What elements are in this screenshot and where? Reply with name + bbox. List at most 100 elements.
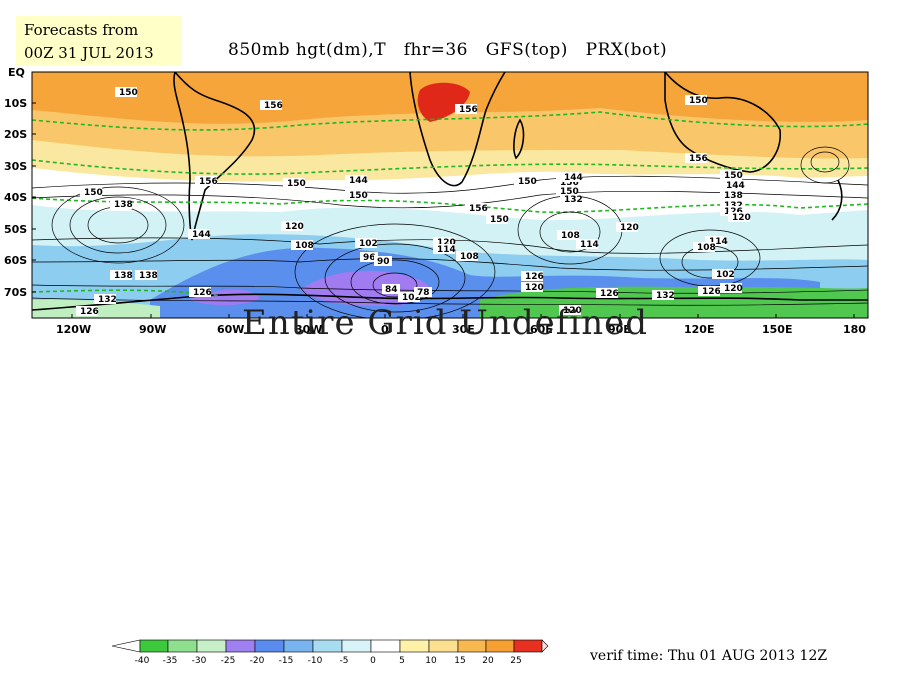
contour-label: 144 <box>188 229 211 240</box>
lat-label: 70S <box>4 286 28 299</box>
low-center-0 <box>372 272 418 298</box>
svg-text:138: 138 <box>114 271 133 281</box>
svg-text:150: 150 <box>287 179 306 189</box>
contour-label: 90 <box>374 256 392 267</box>
lon-label: 180 <box>843 323 866 336</box>
contour-label: 126 <box>698 286 721 297</box>
svg-text:150: 150 <box>560 187 579 197</box>
svg-text:78: 78 <box>417 288 430 298</box>
svg-text:126: 126 <box>80 307 99 317</box>
svg-text:132: 132 <box>564 195 583 205</box>
contour-label: 132 <box>560 194 583 205</box>
contour-line-4 <box>32 258 868 271</box>
low-center-60e <box>539 211 601 253</box>
svg-text:156: 156 <box>469 204 488 214</box>
lat-label: EQ <box>8 66 25 79</box>
svg-text:114: 114 <box>709 237 728 247</box>
contour-label: 156 <box>195 176 218 187</box>
svg-text:156: 156 <box>689 154 708 164</box>
contour-label: 150 <box>115 87 138 98</box>
colorbar-bin <box>312 639 343 653</box>
contour-label: 108 <box>693 242 716 253</box>
contour-label: 150 <box>345 190 368 201</box>
svg-text:138: 138 <box>114 200 133 210</box>
colorbar-bin <box>457 639 487 653</box>
lat-ticks <box>32 71 36 293</box>
colorbar-bin <box>341 639 372 653</box>
svg-text:132: 132 <box>656 291 675 301</box>
lon-ticks <box>71 314 855 318</box>
contour-label: 138 <box>135 270 158 281</box>
contour-label: 96 <box>360 252 378 263</box>
svg-text:126: 126 <box>525 272 544 282</box>
contour-line-6 <box>32 297 868 306</box>
contour-label: 126 <box>189 287 212 298</box>
lat-label: 60S <box>4 254 28 267</box>
svg-text:156: 156 <box>459 105 478 115</box>
low-center-90w-3 <box>51 186 185 264</box>
svg-text:102: 102 <box>716 270 735 280</box>
contour-label: 150 <box>556 186 579 197</box>
low-center-0-4 <box>294 223 496 318</box>
svg-text:138: 138 <box>724 191 743 201</box>
colorbar-bin <box>399 639 430 653</box>
map-title: 850mb hgt(dm),T fhr=36 GFS(top) PRX(bot) <box>228 40 668 60</box>
svg-text:150: 150 <box>84 188 103 198</box>
dashed-contour-2 <box>32 159 868 175</box>
contour-label: 102 <box>355 238 378 249</box>
colorbar-bin <box>370 639 401 653</box>
contour-label: 126 <box>76 306 99 317</box>
lat-label: 40S <box>4 191 28 204</box>
lon-label: 0 <box>381 323 389 336</box>
colorbar-bin <box>513 639 543 653</box>
contour-label: 132 <box>652 290 675 301</box>
lat-label: 30S <box>4 160 28 173</box>
contour-label: 120 <box>720 283 743 294</box>
contour-label: 114 <box>705 236 728 247</box>
svg-text:120: 120 <box>563 306 582 316</box>
contour-label: 108 <box>291 240 314 251</box>
forecast-from-label: Forecasts from <box>24 21 139 39</box>
svg-text:102: 102 <box>402 293 421 303</box>
lon-label: 120W <box>56 323 92 336</box>
colorbar-label: -5 <box>339 656 349 666</box>
svg-text:156: 156 <box>199 177 218 187</box>
svg-text:114: 114 <box>580 240 599 250</box>
contour-label: 150 <box>283 178 306 189</box>
contour-label: 150 <box>486 214 509 225</box>
colorbar-label: -25 <box>220 656 236 666</box>
dashed-contour-4 <box>32 289 221 297</box>
svg-text:144: 144 <box>349 176 368 186</box>
map-frame <box>31 71 869 319</box>
svg-text:144: 144 <box>192 230 211 240</box>
contour-label: 102 <box>398 292 421 303</box>
svg-text:120: 120 <box>732 213 751 223</box>
contour-line-2 <box>32 190 868 209</box>
svg-text:126: 126 <box>193 288 212 298</box>
contour-label: 156 <box>455 104 478 115</box>
contour-label: 120 <box>559 305 582 316</box>
svg-text:156: 156 <box>264 101 283 111</box>
contour-label: 132 <box>94 294 117 305</box>
contour-line-1 <box>32 175 868 194</box>
low-center-90w-2 <box>69 196 167 254</box>
lon-label: 60E <box>530 323 553 336</box>
contour-label: 114 <box>433 244 456 255</box>
colorbar-label: 10 <box>425 656 437 666</box>
lat-label: 10S <box>4 97 28 110</box>
svg-text:96: 96 <box>363 253 376 263</box>
colorbar-label: -30 <box>191 656 207 666</box>
svg-text:120: 120 <box>525 283 544 293</box>
south-america-outline <box>173 72 256 241</box>
svg-text:90: 90 <box>377 257 390 267</box>
contour-label: 150 <box>514 176 537 187</box>
contour-label: 138 <box>110 199 133 210</box>
high-center-160e <box>810 151 840 173</box>
svg-text:108: 108 <box>295 241 314 251</box>
contour-label: 126 <box>596 288 619 299</box>
colorbar-bin <box>167 639 198 653</box>
svg-text:108: 108 <box>460 252 479 262</box>
svg-text:150: 150 <box>119 88 138 98</box>
contour-label: 120 <box>433 237 456 248</box>
